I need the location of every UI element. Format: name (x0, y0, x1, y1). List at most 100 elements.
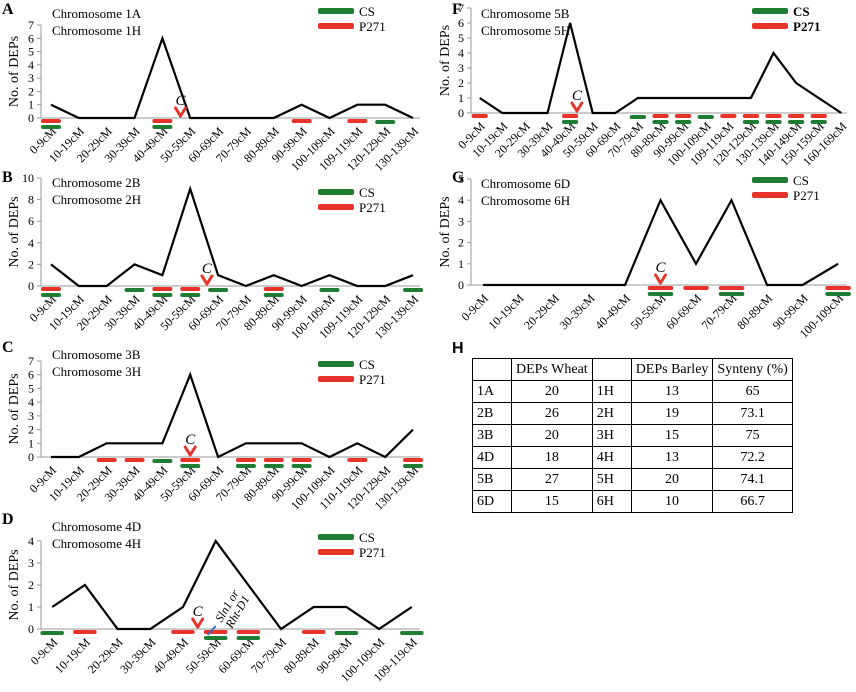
y-tick-label: 6 (28, 214, 34, 228)
centromere-arrow (183, 445, 197, 457)
table-header-cell: Synteny (%) (712, 358, 793, 381)
x-tick-label: 70-79cM (699, 291, 740, 332)
table-cell: 26 (511, 402, 593, 425)
table-cell: 15 (511, 490, 593, 513)
centromere-label: C (202, 261, 213, 277)
table-cell: 4D (472, 446, 512, 469)
p271-marker-bar (652, 114, 669, 118)
p271-marker-bar (301, 630, 326, 634)
p271-marker-bar (561, 114, 579, 118)
cs-marker-bar (647, 292, 674, 296)
p271-marker-bar (263, 458, 284, 462)
y-tick-label: 1 (458, 257, 464, 271)
p271-marker-bar (810, 114, 827, 118)
legend-p271-label: P271 (359, 19, 386, 34)
deps-line (51, 538, 413, 631)
table-header-row: DEPs Wheat DEPs Barley Synteny (%) (472, 358, 793, 381)
legend-cs-swatch (318, 8, 354, 14)
y-tick-label: 0 (28, 279, 34, 293)
p271-marker-bar (347, 458, 368, 462)
p271-marker-bar (674, 114, 692, 118)
cs-marker-bar (291, 464, 312, 468)
x-tick-label: 80-89cM (734, 291, 775, 332)
p271-marker-bar (235, 458, 256, 462)
synteny-table: DEPs Wheat DEPs Barley Synteny (%) 1A 20 1H 13… (472, 358, 793, 513)
p271-marker-bar (40, 287, 61, 291)
legend-cs-swatch (318, 189, 354, 195)
y-tick-label: 1 (28, 600, 34, 614)
cs-marker-bar (152, 125, 173, 129)
panel-letter-d: D (2, 511, 14, 528)
y-axis-title: No. of DEPs (7, 373, 22, 444)
table-cell: 20 (511, 424, 593, 447)
y-tick-label: 3 (28, 71, 34, 85)
x-tick-label: 20-29cM (521, 291, 562, 332)
cs-marker-bar (787, 120, 805, 124)
legend-p271-label: P271 (793, 188, 820, 203)
x-tick-label: 60-69cM (663, 291, 704, 332)
y-tick-label: 5 (28, 381, 34, 395)
panel-letter-h: H (452, 340, 464, 357)
x-tick-label: 0-9cM (458, 291, 491, 324)
chromosome-label-barley: Chromosome 5H (481, 23, 570, 38)
p271-marker-bar (73, 630, 97, 634)
gene-marker-line (206, 625, 217, 636)
cs-marker-bar (652, 120, 669, 124)
chromosome-label-wheat: Chromosome 1A (52, 6, 142, 21)
y-tick-label: 2 (28, 423, 34, 437)
table-cell: 65 (712, 380, 793, 403)
centromere-arrow (654, 273, 667, 285)
y-axis-title: No. of DEPs (7, 196, 22, 267)
cs-marker-bar (375, 120, 396, 124)
cs-marker-bar (235, 464, 256, 468)
legend-p271-label: P271 (359, 545, 386, 560)
centromere-label: C (185, 432, 196, 448)
legend-cs-label: CS (793, 4, 810, 19)
table-cell: 74.1 (712, 468, 793, 491)
table-row: 1A 20 1H 13 65 (472, 380, 793, 403)
deps-line (50, 34, 414, 120)
table-row: 3B 20 3H 15 75 (472, 424, 793, 447)
cs-marker-bar (674, 120, 692, 124)
cs-marker-bar (203, 636, 228, 640)
y-tick-label: 1 (28, 98, 34, 112)
cs-marker-bar (40, 631, 64, 635)
p271-marker-bar (765, 114, 782, 118)
cs-marker-bar (180, 464, 201, 468)
y-tick-label: 7 (28, 18, 34, 32)
chromosome-label-wheat: Chromosome 5B (481, 6, 570, 21)
legend-cs-label: CS (359, 530, 375, 545)
p271-marker-bar (96, 458, 117, 462)
p271-marker-bar (291, 458, 312, 462)
centromere-label: C (572, 88, 583, 104)
legend-p271-swatch (318, 376, 354, 382)
p271-marker-bar (263, 287, 284, 291)
cs-marker-bar (319, 288, 340, 292)
deps-line (51, 371, 414, 459)
cs-marker-bar (742, 120, 760, 124)
y-tick-label: 1 (458, 91, 464, 105)
table-cell: 3B (472, 424, 512, 447)
table-cell: 19 (630, 402, 714, 425)
legend-p271-label: P271 (793, 19, 820, 34)
legend-p271-label: P271 (359, 372, 386, 387)
table-cell: 13 (630, 380, 714, 403)
cs-marker-bar (825, 292, 851, 296)
p271-marker-bar (403, 458, 424, 462)
y-axis-title: No. of DEPs (438, 196, 453, 267)
y-tick-label: 3 (458, 61, 464, 75)
y-tick-label: 4 (28, 395, 34, 409)
cs-marker-bar (697, 115, 714, 119)
table-cell: 73.1 (712, 402, 793, 425)
deps-line (50, 185, 414, 288)
cs-marker-bar (561, 120, 579, 124)
x-tick-label: 50-59cM (628, 291, 669, 332)
table-cell: 6H (591, 490, 632, 513)
p271-marker-bar (647, 286, 674, 290)
legend-p271-swatch (318, 549, 354, 555)
